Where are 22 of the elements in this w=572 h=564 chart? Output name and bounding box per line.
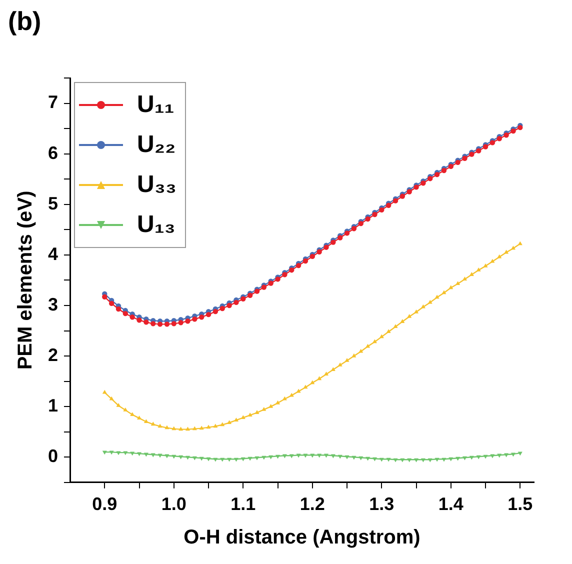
x-tick-label: 1.0 [161, 494, 186, 514]
legend-label: U₂₂ [137, 131, 176, 159]
x-tick-label: 0.9 [92, 494, 118, 514]
legend-label: U₁₁ [137, 91, 174, 119]
x-tick-label: 1.3 [369, 494, 394, 514]
y-tick-label: 4 [48, 244, 58, 264]
x-tick-label: 1.5 [508, 494, 533, 514]
y-tick-label: 2 [48, 344, 58, 365]
y-tick-label: 0 [48, 446, 58, 466]
y-tick-label: 6 [48, 142, 58, 163]
chart-title: (b) [8, 6, 42, 37]
x-tick-label: 1.2 [300, 494, 325, 514]
y-tick-label: 3 [48, 294, 58, 314]
x-tick-label: 1.1 [230, 494, 256, 514]
y-tick-label: 1 [48, 396, 58, 416]
x-tick-label: 1.4 [438, 494, 464, 514]
legend-label: U₁₃ [137, 211, 176, 239]
y-axis-title: PEM elements (eV) [14, 190, 37, 370]
y-tick-label: 5 [48, 193, 58, 214]
y-tick-label: 7 [48, 92, 58, 112]
x-axis-title: O-H distance (Angstrom) [184, 526, 420, 549]
legend-label: U₃₃ [137, 171, 177, 199]
